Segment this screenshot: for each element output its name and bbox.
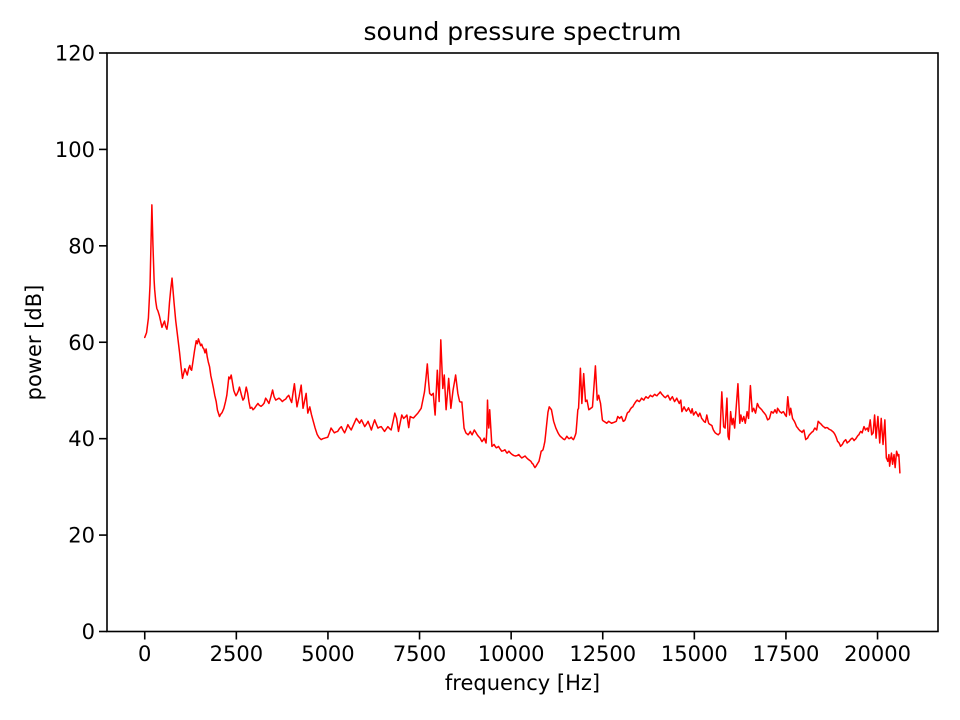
y-tick-label: 40 xyxy=(68,427,95,451)
x-tick-label: 12500 xyxy=(569,642,636,666)
x-tick-label: 0 xyxy=(138,642,151,666)
x-tick-label: 7500 xyxy=(393,642,446,666)
y-tick-label: 0 xyxy=(82,620,95,644)
x-tick-label: 2500 xyxy=(210,642,263,666)
x-tick-label: 15000 xyxy=(661,642,728,666)
x-tick-label: 17500 xyxy=(753,642,820,666)
y-axis-label: power [dB] xyxy=(22,285,46,401)
x-tick-label: 5000 xyxy=(301,642,354,666)
y-tick-label: 80 xyxy=(68,234,95,258)
axes-layer: 0 2500 5000 7500 10000 12500 15000 17500 20000 0 2… xyxy=(55,42,939,666)
y-tick-label: 20 xyxy=(68,524,95,548)
data-layer xyxy=(143,204,901,474)
x-tick-label: 10000 xyxy=(478,642,545,666)
chart-title: sound pressure spectrum xyxy=(363,17,681,46)
x-tick-label: 20000 xyxy=(844,642,911,666)
spectrum-line xyxy=(143,204,901,474)
x-axis-label: frequency [Hz] xyxy=(445,671,600,695)
y-tick-label: 60 xyxy=(68,331,95,355)
plot-area xyxy=(106,52,939,633)
y-tick-label: 120 xyxy=(55,42,95,66)
y-tick-label: 100 xyxy=(55,138,95,162)
